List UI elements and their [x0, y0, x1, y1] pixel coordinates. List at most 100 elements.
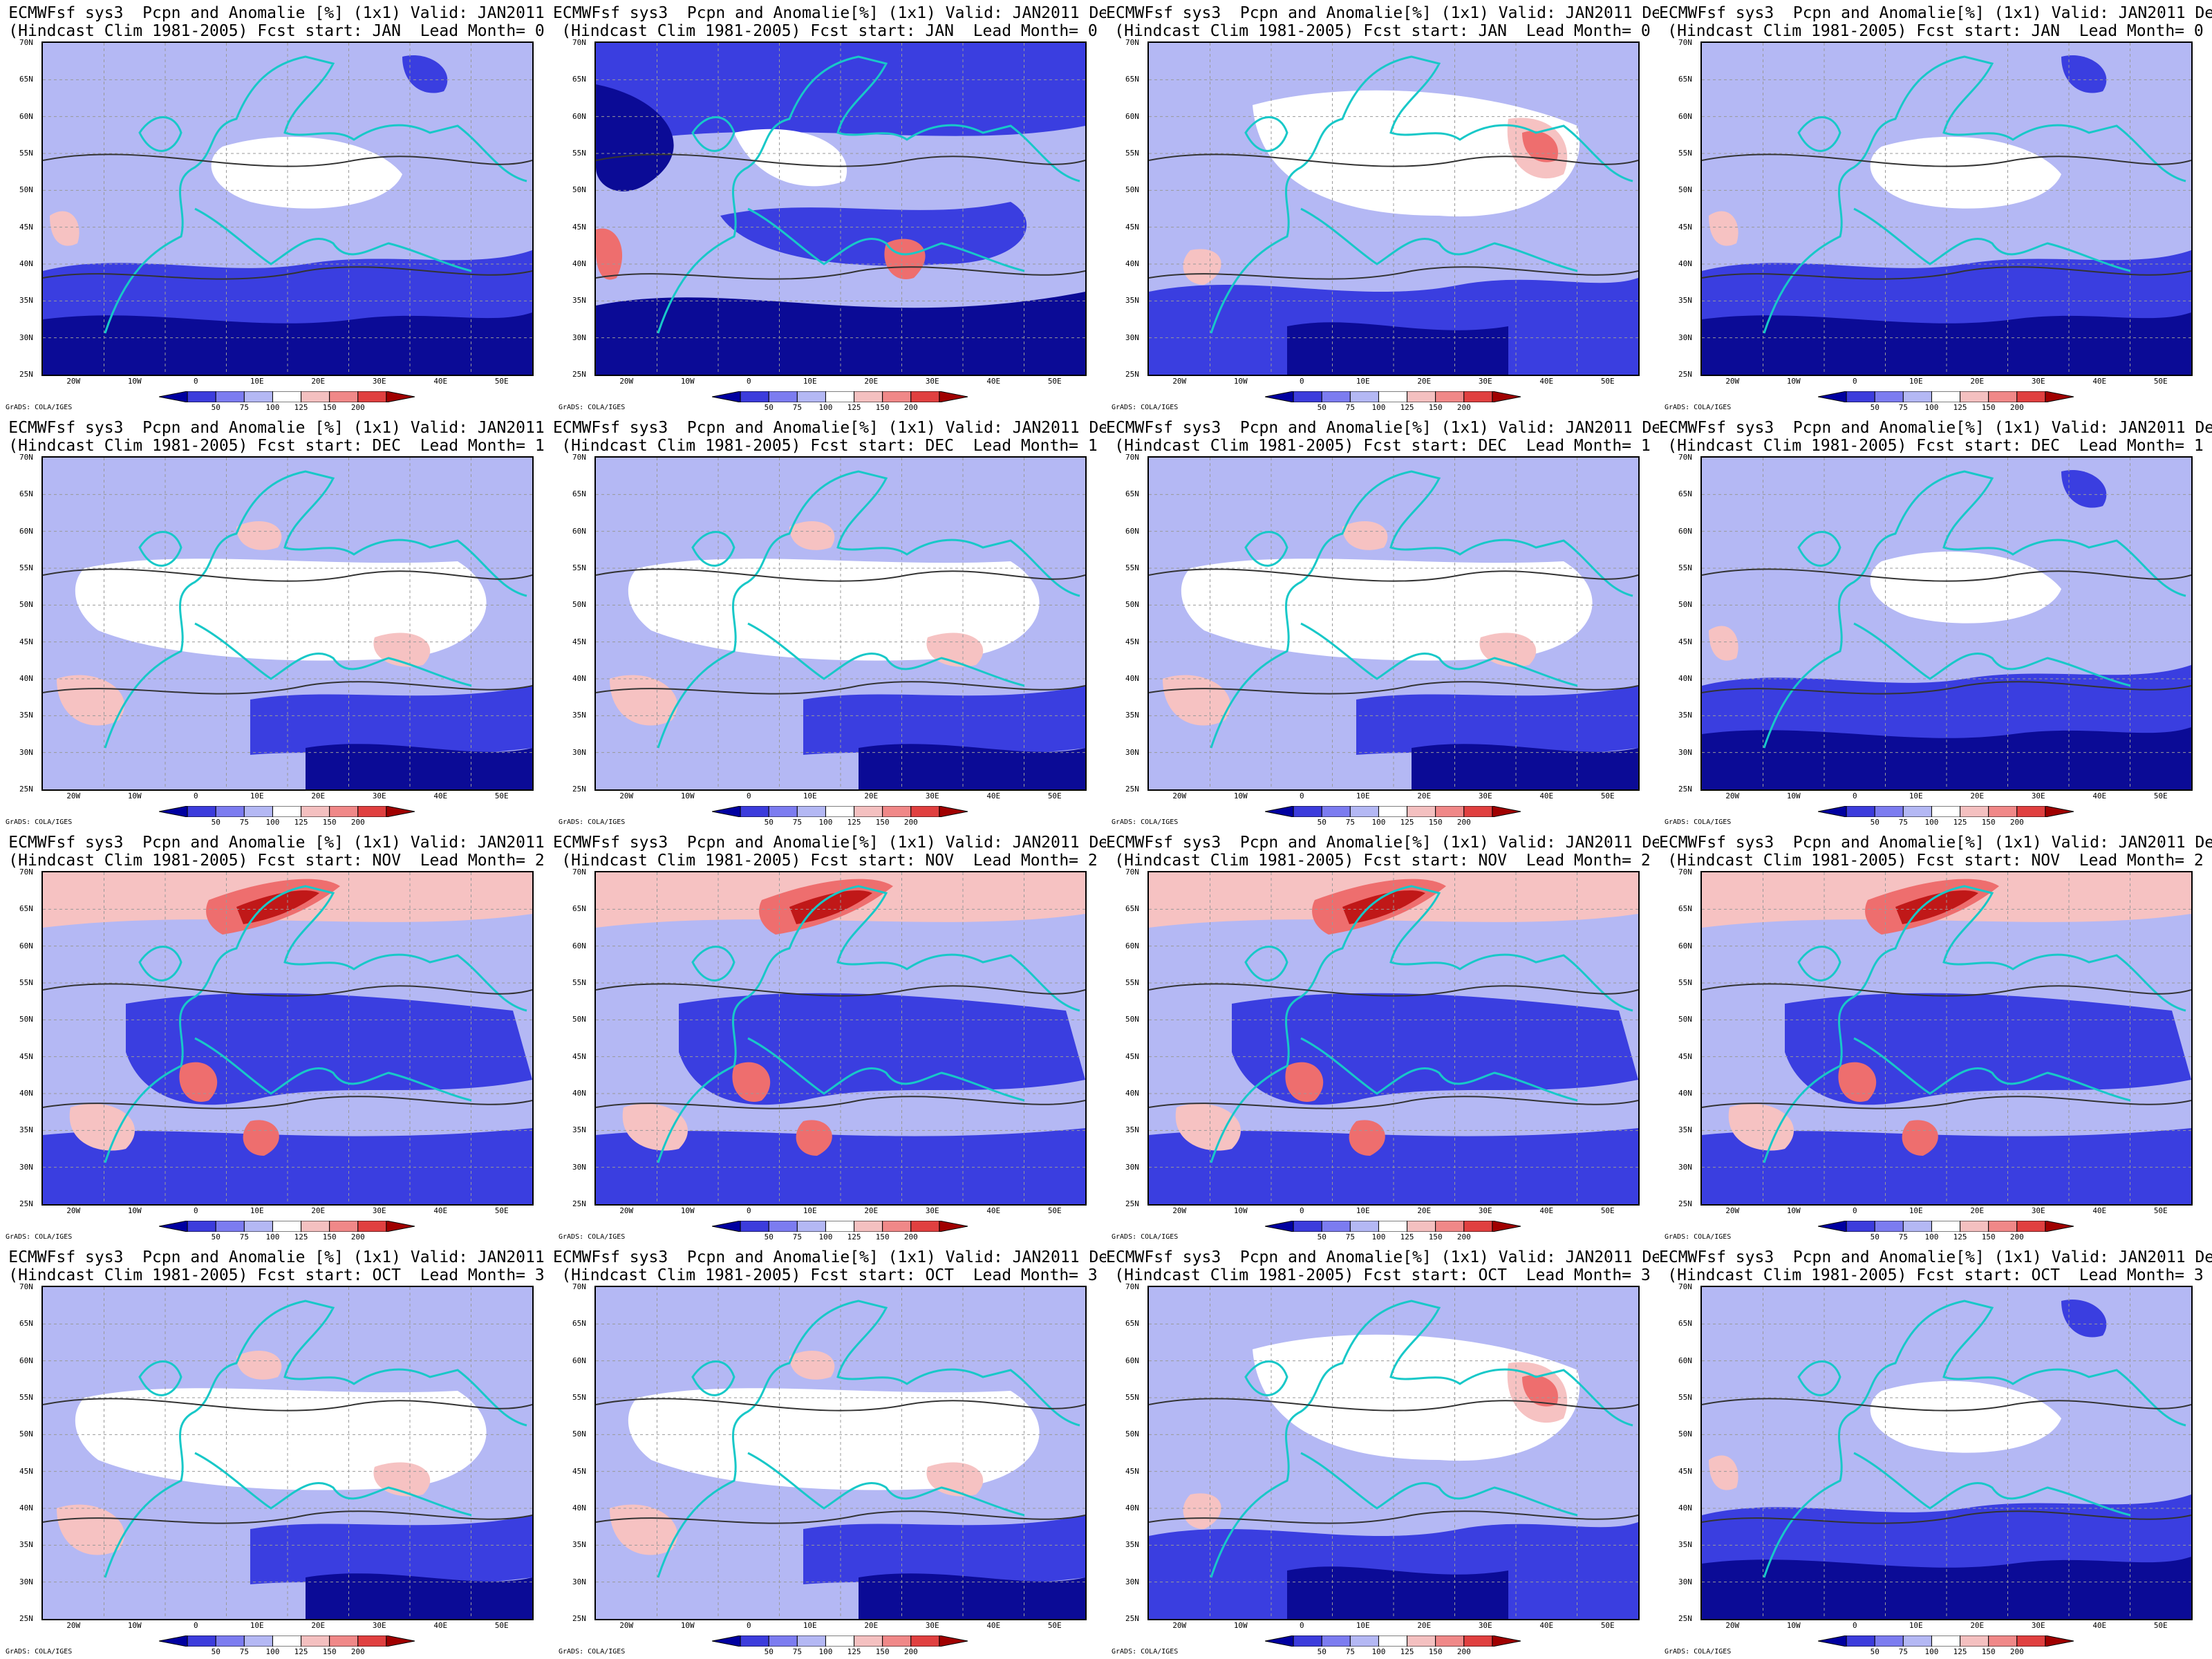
- colorbar-tick-label: 125: [847, 1647, 861, 1656]
- colorbar-tick-label: 150: [1428, 1647, 1443, 1656]
- colorbar-tick-label: 200: [350, 1232, 365, 1241]
- colorbar-tick-label: 125: [1400, 818, 1414, 827]
- colorbar-tick-label: 200: [2009, 1232, 2024, 1241]
- lon-label: 50E: [494, 1621, 509, 1630]
- lat-label: 50N: [1678, 1430, 1692, 1439]
- colorbar-swatch: [768, 1635, 798, 1647]
- lon-label: 50E: [1047, 1206, 1062, 1215]
- lat-label: 60N: [19, 526, 33, 536]
- colorbar-swatch: [243, 1635, 273, 1647]
- colorbar-tick-label: 150: [1428, 403, 1443, 412]
- lon-label: 20E: [864, 1621, 879, 1630]
- contour-line: [43, 681, 532, 695]
- colorbar: [712, 806, 1099, 817]
- lon-label: 20W: [1172, 377, 1187, 386]
- map-svg: [43, 1287, 532, 1619]
- colorbar-tick-label: 200: [350, 403, 365, 412]
- lon-label: 0: [1852, 1206, 1857, 1215]
- lon-label: 50E: [1600, 377, 1615, 386]
- precip-anomaly-map: [41, 1286, 534, 1620]
- lon-label: 20W: [1172, 1621, 1187, 1630]
- lon-label: 10W: [680, 1621, 695, 1630]
- colorbar-swatch: [1463, 806, 1493, 817]
- colorbar-swatch: [1846, 1635, 1875, 1647]
- map-svg: [596, 458, 1085, 789]
- contour-line: [1702, 983, 2191, 997]
- colorbar-tick-label: 125: [847, 403, 861, 412]
- lon-label: 40E: [2092, 377, 2107, 386]
- lat-label: 35N: [1125, 1125, 1139, 1135]
- lon-label: 20W: [619, 1621, 634, 1630]
- lon-label: 10W: [1786, 791, 1801, 800]
- lat-label: 65N: [1125, 1319, 1139, 1329]
- colorbar: [159, 1635, 546, 1647]
- colorbar-swatch: [159, 1635, 188, 1647]
- map-svg: [1702, 43, 2191, 375]
- lat-label: 25N: [572, 370, 586, 379]
- lon-label: 30E: [372, 377, 386, 386]
- colorbar-swatch: [1321, 391, 1351, 402]
- colorbar-tick-label: 75: [1345, 1647, 1355, 1656]
- colorbar-tick-label: 75: [1345, 818, 1355, 827]
- colorbar-swatch: [825, 1221, 855, 1232]
- lat-label: 70N: [1125, 1282, 1139, 1291]
- map-panel: ECMWFsf sys3 Pcpn and Anomalie[%] (1x1) …: [1659, 0, 2212, 415]
- colorbar-tick-label: 150: [1981, 403, 1996, 412]
- colorbar-swatch: [1874, 1221, 1904, 1232]
- colorbar-swatch: [187, 806, 216, 817]
- lat-label: 25N: [1678, 1614, 1692, 1623]
- lon-label: 30E: [2031, 791, 2045, 800]
- precip-anomaly-map: [1147, 871, 1640, 1206]
- contour-line: [43, 1510, 532, 1524]
- lat-label: 60N: [572, 1356, 586, 1365]
- lat-label: 70N: [19, 453, 33, 462]
- lat-label: 65N: [19, 1319, 33, 1329]
- lon-label: 50E: [2153, 1621, 2168, 1630]
- panel-title: ECMWFsf sys3 Pcpn and Anomalie[%] (1x1) …: [553, 1248, 1106, 1284]
- lat-label: 55N: [19, 978, 33, 987]
- lon-label: 10E: [1909, 1206, 1923, 1215]
- colorbar-swatch: [272, 1221, 302, 1232]
- lon-label: 10E: [803, 1621, 817, 1630]
- lon-label: 0: [746, 1206, 751, 1215]
- colorbar-swatch: [301, 806, 330, 817]
- coastline: [104, 55, 527, 334]
- colorbar-tick-label: 125: [294, 403, 308, 412]
- colorbar-swatch: [1960, 1221, 1989, 1232]
- lon-label: 0: [1299, 377, 1304, 386]
- lon-label: 10E: [803, 791, 817, 800]
- precip-anomaly-map: [1147, 41, 1640, 376]
- lat-label: 50N: [19, 600, 33, 610]
- lon-label: 10E: [1356, 1621, 1370, 1630]
- anomaly-region: [1709, 626, 1738, 661]
- colorbar-tick-label: 150: [875, 818, 890, 827]
- colorbar-tick-label: 150: [1981, 1647, 1996, 1656]
- anomaly-region: [859, 744, 1085, 789]
- colorbar-tick-label: 75: [1898, 403, 1908, 412]
- anomaly-region: [796, 1120, 832, 1156]
- lon-label: 30E: [925, 1621, 939, 1630]
- lon-label: 30E: [2031, 377, 2045, 386]
- colorbar-tick-label: 75: [239, 403, 249, 412]
- colorbar-swatch: [740, 391, 769, 402]
- grads-credit: GrADS: COLA/IGES: [1112, 404, 1179, 411]
- lat-label: 45N: [1678, 637, 1692, 646]
- lon-label: 10E: [250, 1206, 264, 1215]
- colorbar-tick-label: 125: [1400, 1647, 1414, 1656]
- lat-label: 40N: [19, 674, 33, 683]
- lon-label: 40E: [1539, 1621, 1554, 1630]
- colorbar-swatch: [1407, 1635, 1436, 1647]
- colorbar-swatch: [1321, 1221, 1351, 1232]
- colorbar-tick-label: 100: [818, 818, 833, 827]
- lat-label: 60N: [19, 111, 33, 121]
- colorbar-tick-label: 100: [1371, 1232, 1386, 1241]
- coastline: [657, 55, 1080, 334]
- map-panel: ECMWFsf sys3 Pcpn and Anomalie[%] (1x1) …: [1106, 830, 1659, 1244]
- lon-label: 10W: [1233, 377, 1248, 386]
- lat-label: 25N: [1678, 1199, 1692, 1208]
- colorbar-tick-label: 125: [1400, 1232, 1414, 1241]
- lat-label: 45N: [1678, 222, 1692, 232]
- lon-label: 0: [193, 1206, 198, 1215]
- lat-label: 65N: [1678, 75, 1692, 84]
- colorbar-swatch: [329, 391, 359, 402]
